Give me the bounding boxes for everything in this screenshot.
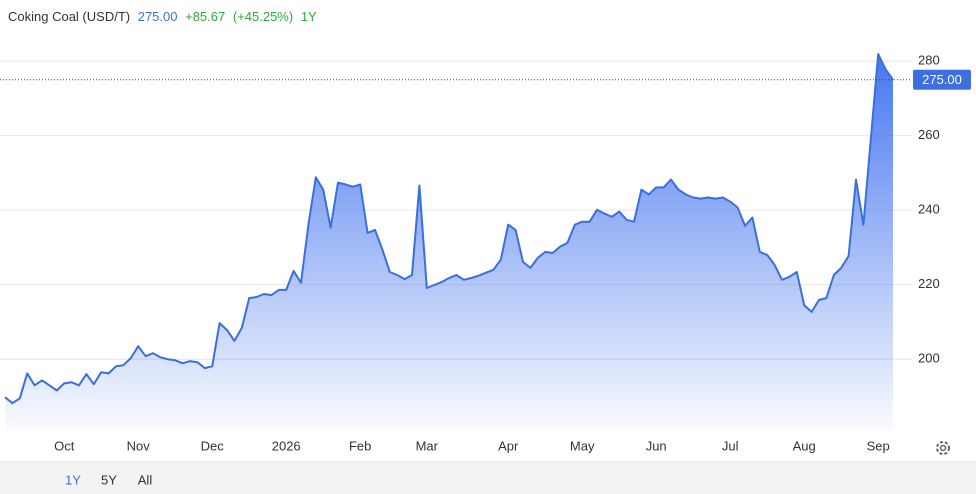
x-tick-label: Oct xyxy=(54,438,75,453)
change: +85.67 xyxy=(185,9,225,24)
x-tick-label: Jul xyxy=(722,438,739,453)
x-tick-label: Feb xyxy=(349,438,371,453)
period: 1Y xyxy=(301,9,317,24)
x-tick-label: Apr xyxy=(498,438,519,453)
range-bar xyxy=(0,462,976,494)
x-tick-label: 2026 xyxy=(272,438,301,453)
range-button[interactable]: 5Y xyxy=(101,472,117,487)
area xyxy=(5,54,893,430)
x-tick-label: Nov xyxy=(127,438,151,453)
x-tick-label: Dec xyxy=(201,438,225,453)
y-tick-label: 240 xyxy=(918,202,940,217)
price: 275.00 xyxy=(138,9,178,24)
line xyxy=(4,53,894,405)
change-percent: (+45.25%) xyxy=(233,9,293,24)
settings-icon[interactable] xyxy=(936,441,950,455)
last-price-label: 275.00 xyxy=(922,72,962,87)
x-tick-label: Sep xyxy=(867,438,890,453)
chart-title: Coking Coal (USD/T) xyxy=(8,9,130,24)
x-tick-label: Jun xyxy=(646,438,667,453)
chart-header: Coking Coal (USD/T) 275.00 +85.67 (+45.2… xyxy=(8,9,317,24)
range-button[interactable]: All xyxy=(138,472,153,487)
range-button[interactable]: 1Y xyxy=(65,472,81,487)
last-price-badge xyxy=(913,69,971,90)
x-tick-label: Aug xyxy=(793,438,816,453)
y-tick-label: 260 xyxy=(918,127,940,142)
x-tick-label: May xyxy=(570,438,595,453)
y-tick-label: 200 xyxy=(918,351,940,366)
y-tick-label: 280 xyxy=(918,53,940,68)
x-tick-label: Mar xyxy=(416,438,439,453)
y-tick-label: 220 xyxy=(918,276,940,291)
